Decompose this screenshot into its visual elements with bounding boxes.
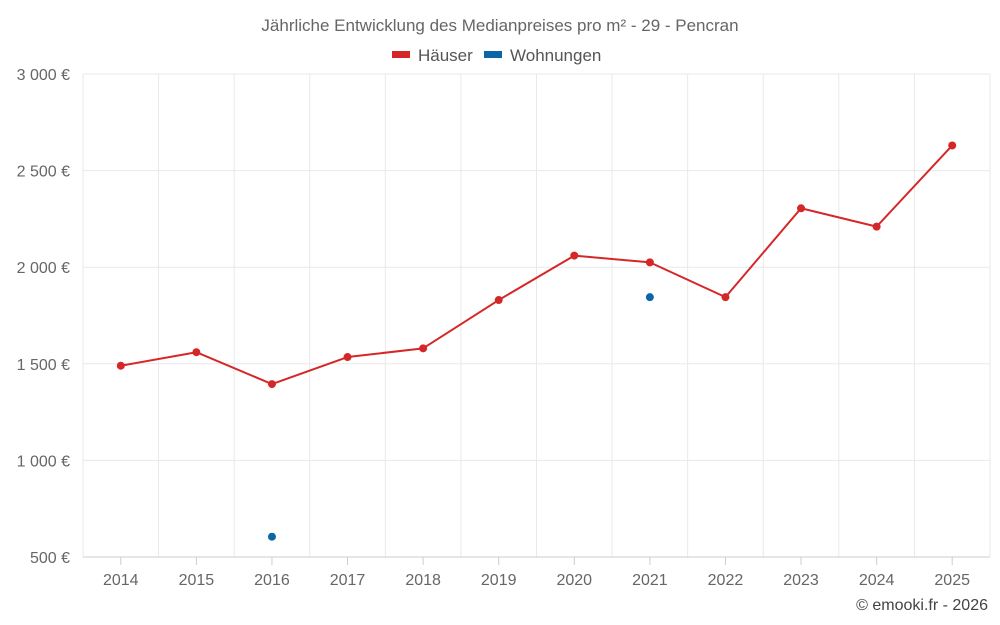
data-point[interactable]	[267, 532, 276, 541]
data-point[interactable]	[192, 348, 201, 357]
data-point[interactable]	[419, 344, 428, 353]
data-point[interactable]	[116, 361, 125, 370]
series-line-segment	[573, 254, 651, 264]
y-tick-label: 1 000 €	[17, 453, 70, 470]
x-tick-label: 2018	[405, 572, 441, 589]
series-0	[116, 141, 957, 389]
series-line-segment	[497, 254, 576, 302]
series-line-segment	[270, 356, 349, 386]
x-tick-label: 2017	[330, 572, 366, 589]
y-tick-label: 3 000 €	[17, 67, 70, 84]
series-line-segment	[875, 144, 954, 228]
series	[116, 141, 957, 541]
x-tick-label: 2025	[934, 572, 970, 589]
series-line-segment	[346, 347, 425, 359]
y-tick-label: 500 €	[30, 550, 70, 567]
series-line-segment	[195, 351, 273, 386]
y-tick-label: 2 000 €	[17, 260, 70, 277]
x-tick-label: 2021	[632, 572, 668, 589]
data-point[interactable]	[570, 251, 579, 260]
series-line-segment	[119, 351, 198, 367]
series-line-segment	[648, 261, 727, 299]
series-line-segment	[422, 299, 500, 350]
x-tick-label: 2023	[783, 572, 819, 589]
data-point[interactable]	[343, 353, 352, 362]
x-tick-label: 2022	[708, 572, 744, 589]
x-tick-label: 2019	[481, 572, 517, 589]
legend: Häuser Wohnungen	[392, 46, 601, 65]
series-line-segment	[800, 207, 878, 228]
series-line-segment	[724, 207, 803, 299]
legend-swatch-haeuser	[392, 51, 410, 58]
x-tick-label: 2020	[556, 572, 592, 589]
series-1	[267, 293, 654, 541]
data-point[interactable]	[494, 296, 503, 305]
legend-item-wohnungen[interactable]: Wohnungen	[484, 46, 601, 65]
x-tick-label: 2024	[859, 572, 895, 589]
x-tick-label: 2016	[254, 572, 290, 589]
data-point[interactable]	[721, 293, 730, 302]
grid	[82, 73, 991, 557]
legend-item-haeuser[interactable]: Häuser	[392, 46, 473, 65]
data-point[interactable]	[645, 293, 654, 302]
data-point[interactable]	[797, 204, 806, 213]
x-tick-label: 2014	[103, 572, 139, 589]
axes: 500 € 1 000 € 1 500 € 2 000 € 2 500 € 3 000 €…	[17, 67, 990, 589]
y-tick-label: 1 500 €	[17, 357, 70, 374]
data-point[interactable]	[872, 222, 881, 231]
data-point[interactable]	[267, 380, 276, 389]
data-point[interactable]	[948, 141, 957, 150]
x-tick-label: 2015	[179, 572, 215, 589]
chart-title: Jährliche Entwicklung des Medianpreises …	[261, 16, 738, 35]
legend-swatch-wohnungen	[484, 51, 502, 58]
legend-label-haeuser: Häuser	[418, 46, 473, 65]
data-point[interactable]	[645, 258, 654, 267]
credit-text: © emooki.fr - 2026	[856, 597, 988, 614]
y-tick-label: 2 500 €	[17, 164, 70, 181]
legend-label-wohnungen: Wohnungen	[510, 46, 601, 65]
